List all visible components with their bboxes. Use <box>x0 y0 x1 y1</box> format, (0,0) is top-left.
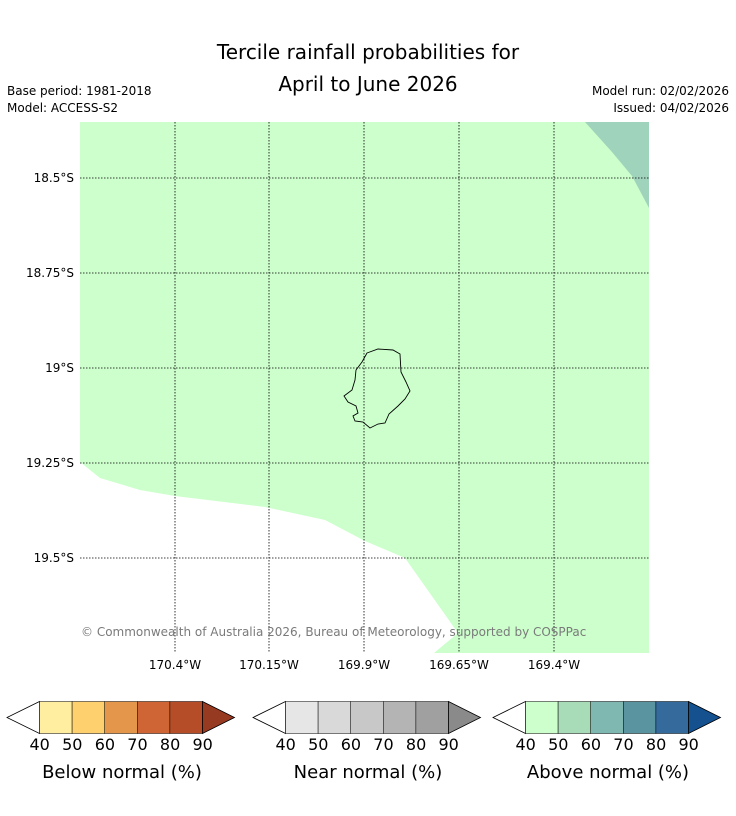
lon-label-169-4: 169.4°W <box>528 658 580 672</box>
above-normal-tick-label: 90 <box>678 735 699 754</box>
lon-label-169-65: 169.65°W <box>429 658 489 672</box>
title-line-1: Tercile rainfall probabilities for <box>216 40 520 64</box>
above-normal-colorbar-segment <box>525 701 559 734</box>
above-normal-colorbar-segment <box>590 701 624 734</box>
near-normal-tick-label: 70 <box>373 735 394 754</box>
near-normal-colorbar-segment <box>317 701 351 734</box>
near-normal-colorbar-segment <box>383 701 417 734</box>
lat-label-19: 19°S <box>45 361 74 375</box>
lat-label-19-5: 19.5°S <box>34 551 74 565</box>
gridlines <box>80 122 649 653</box>
below-normal-tick-label: 70 <box>127 735 148 754</box>
above-normal-tick-label: 60 <box>580 735 602 754</box>
below-normal-tick-label: 80 <box>159 735 181 754</box>
model-run-text: Model run: 02/02/2026 <box>591 84 729 98</box>
above-normal-colorbar <box>492 700 722 735</box>
lon-label-170-15: 170.15°W <box>239 658 299 672</box>
model-text: Model: ACCESS-S2 <box>7 101 119 115</box>
below-normal-colorbar-segment <box>39 701 73 734</box>
above-normal-tick-label: 40 <box>515 735 536 754</box>
near-normal-colorbar-segment <box>350 701 384 734</box>
lat-label-18-5: 18.5°S <box>34 171 74 185</box>
below-normal-colorbar-under-arrow <box>6 700 40 735</box>
near-normal-tick-label: 50 <box>308 735 329 754</box>
below-normal-colorbar-over-arrow <box>202 700 236 735</box>
issued-text: Issued: 04/02/2026 <box>613 101 729 115</box>
near-normal-colorbar-segment <box>415 701 449 734</box>
near-normal-colorbar-over-arrow <box>448 700 482 735</box>
meta-right: Model run: 02/02/2026 Issued: 04/02/2026 <box>592 83 729 117</box>
above-normal-colorbar-segment <box>557 701 591 734</box>
near-normal-colorbar-segment <box>285 701 319 734</box>
above-normal-40-50-region <box>80 122 649 653</box>
copyright-text: © Commonwealth of Australia 2026, Bureau… <box>81 625 587 639</box>
above-normal-tick-label: 80 <box>645 735 667 754</box>
above-normal-colorbar-segment <box>655 701 689 734</box>
meta-left: Base period: 1981-2018 Model: ACCESS-S2 <box>7 83 152 117</box>
below-normal-tick-label: 40 <box>29 735 50 754</box>
chart-title: Tercile rainfall probabilities for April… <box>0 36 736 100</box>
title-line-2: April to June 2026 <box>278 72 458 96</box>
above-normal-50-60-region <box>585 122 649 208</box>
below-normal-colorbar-segment <box>137 701 171 734</box>
below-normal-colorbar <box>6 700 236 735</box>
above-normal-title: Above normal (%) <box>526 762 690 783</box>
below-normal-title: Below normal (%) <box>42 762 202 783</box>
near-normal-tick-label: 90 <box>438 735 459 754</box>
near-normal-tick-label: 80 <box>405 735 427 754</box>
lat-label-19-25: 19.25°S <box>26 456 74 470</box>
map-panel: 18.5°S 18.75°S 19°S 19.25°S 19.5°S 170.4… <box>26 122 649 672</box>
lat-label-18-75: 18.75°S <box>26 266 74 280</box>
below-normal-colorbar-segment <box>169 701 203 734</box>
near-normal-title: Near normal (%) <box>293 762 443 783</box>
near-normal-colorbar <box>252 700 482 735</box>
below-normal-tick-label: 60 <box>94 735 116 754</box>
lon-label-169-9: 169.9°W <box>338 658 390 672</box>
below-normal-tick-label: 50 <box>62 735 83 754</box>
base-period-text: Base period: 1981-2018 <box>7 84 152 98</box>
near-normal-tick-label: 60 <box>340 735 362 754</box>
below-normal-tick-label: 90 <box>192 735 213 754</box>
below-normal-colorbar-segment <box>104 701 138 734</box>
above-normal-colorbar-over-arrow <box>688 700 722 735</box>
below-normal-colorbar-segment <box>71 701 105 734</box>
lon-label-170-4: 170.4°W <box>149 658 201 672</box>
above-normal-tick-label: 50 <box>548 735 569 754</box>
island-outline <box>343 348 411 429</box>
near-normal-tick-label: 40 <box>275 735 296 754</box>
above-normal-tick-label: 70 <box>613 735 634 754</box>
near-normal-colorbar-under-arrow <box>252 700 286 735</box>
above-normal-colorbar-under-arrow <box>492 700 526 735</box>
above-normal-colorbar-segment <box>623 701 657 734</box>
